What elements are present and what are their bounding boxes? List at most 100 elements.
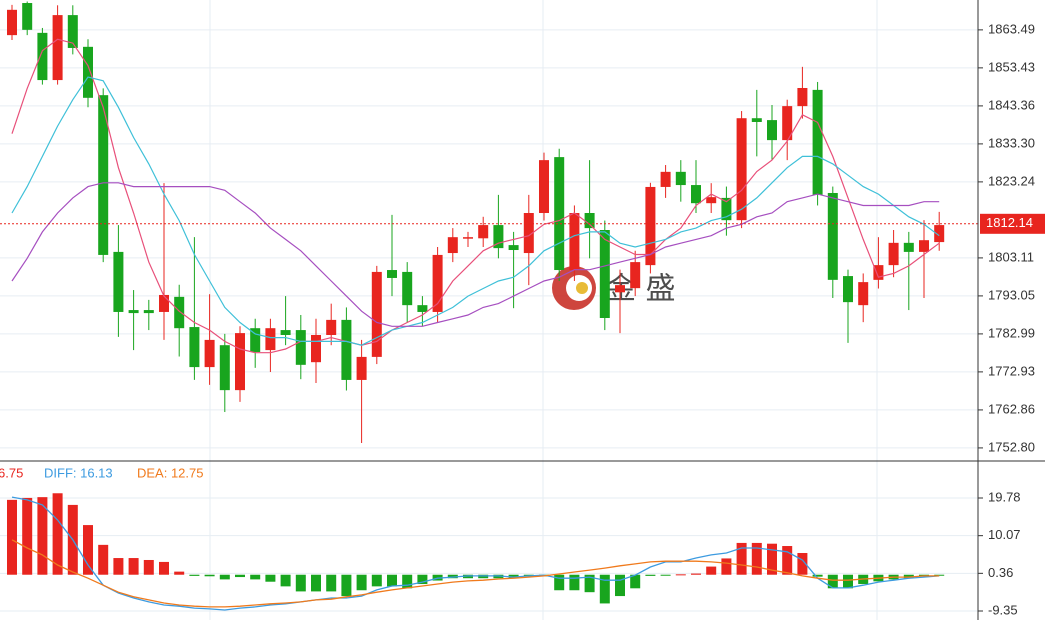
- macd-bar: [174, 571, 185, 575]
- candle-body: [98, 95, 109, 255]
- logo-dot: [576, 282, 588, 294]
- candle-body: [630, 262, 641, 289]
- candle-body: [919, 240, 929, 252]
- candle-body: [159, 294, 169, 312]
- macd-bar: [630, 574, 641, 589]
- macd-bar: [128, 558, 139, 575]
- macd-bar: [387, 574, 397, 587]
- macd-bar: [554, 574, 565, 591]
- macd-bar: [843, 574, 853, 589]
- candle-body: [691, 185, 701, 204]
- candle-body: [584, 213, 595, 229]
- candle-body: [280, 330, 291, 335]
- candle-body: [311, 334, 321, 363]
- macd-bar: [812, 574, 823, 577]
- candle-body: [326, 319, 337, 335]
- y-tick-label: -9.35: [988, 602, 1018, 617]
- y-tick-label: 19.78: [988, 489, 1021, 504]
- macd-bar: [584, 574, 595, 593]
- ma-line: [11, 182, 940, 327]
- macd-bar: [691, 573, 701, 575]
- macd-bar: [22, 497, 33, 575]
- candle-body: [934, 225, 945, 243]
- macd-bar: [7, 499, 17, 575]
- candle-body: [888, 242, 899, 266]
- macd-bar: [265, 574, 276, 582]
- candle-body: [508, 245, 519, 251]
- candle-body: [295, 330, 306, 365]
- candle-body: [67, 15, 78, 48]
- candle-body: [113, 251, 124, 312]
- candle-body: [83, 46, 93, 98]
- candle-body: [37, 32, 48, 81]
- y-tick-label: 1762.86: [988, 401, 1035, 416]
- y-tick-label: 1853.43: [988, 59, 1035, 74]
- candle-body: [873, 265, 884, 280]
- watermark: 金 盛: [552, 266, 676, 310]
- macd-bar: [83, 525, 93, 575]
- macd-bar: [235, 574, 245, 578]
- candle-body: [736, 118, 747, 221]
- macd-bar: [341, 574, 352, 597]
- candle-body: [615, 285, 625, 293]
- candle-body: [767, 120, 777, 141]
- candle-body: [417, 305, 428, 312]
- candle-body: [447, 237, 458, 254]
- candle-body: [7, 9, 17, 36]
- legend-entry: 6.75: [0, 465, 23, 480]
- candle-body: [432, 254, 443, 312]
- candle-body: [539, 160, 549, 214]
- y-tick-label: 1803.11: [988, 249, 1034, 264]
- macd-bar: [311, 574, 321, 592]
- legend-entry: DIFF: 16.13: [44, 465, 113, 480]
- macd-bar: [219, 574, 230, 580]
- macd-bar: [645, 574, 656, 576]
- candle-body: [858, 282, 869, 306]
- macd-bar: [159, 561, 169, 575]
- candle-body: [599, 230, 610, 318]
- macd-bar: [599, 574, 610, 604]
- macd-bar: [797, 553, 808, 575]
- candle-body: [235, 333, 245, 391]
- macd-bar: [52, 493, 63, 575]
- candle-body: [22, 3, 33, 30]
- y-tick-label: 10.07: [988, 527, 1021, 542]
- candle-body: [660, 171, 671, 187]
- macd-bar: [782, 546, 793, 575]
- candle-body: [463, 237, 473, 239]
- candle-body: [554, 157, 565, 271]
- ma-line: [11, 76, 940, 346]
- y-tick-label: 1772.93: [988, 363, 1035, 378]
- candle-body: [706, 197, 717, 204]
- macd-bar: [295, 574, 306, 592]
- candle-body: [128, 310, 139, 314]
- candle-body: [721, 197, 732, 221]
- macd-bar: [204, 574, 215, 577]
- candle-body: [250, 328, 261, 352]
- candle-body: [827, 192, 838, 280]
- legend-entry: DEA: 12.75: [137, 465, 204, 480]
- marks: [0, 1, 978, 611]
- y-tick-label: 1863.49: [988, 21, 1035, 36]
- macd-bar: [675, 574, 686, 576]
- macd-bar: [402, 574, 413, 589]
- axis: 1863.49 1853.43 1843.36 1833.30 1823.24 1803.…: [0, 21, 1045, 617]
- candle-body: [797, 87, 808, 107]
- candle-body: [265, 328, 276, 351]
- macd-bar: [98, 544, 109, 575]
- macd-bar: [660, 574, 671, 576]
- candle-body: [341, 319, 352, 380]
- last-price-box: [980, 213, 1045, 234]
- macd-line: [11, 496, 940, 611]
- macd-bar: [356, 574, 367, 591]
- candle-body: [143, 310, 154, 314]
- y-tick-label: 0.36: [988, 565, 1013, 580]
- candle-body: [219, 345, 230, 391]
- y-tick-label: 1782.99: [988, 325, 1035, 340]
- candle-body: [387, 270, 397, 278]
- macd-bar: [417, 574, 428, 585]
- macd-bar: [615, 574, 625, 597]
- macd-bar: [37, 497, 48, 575]
- candle-body: [523, 213, 534, 254]
